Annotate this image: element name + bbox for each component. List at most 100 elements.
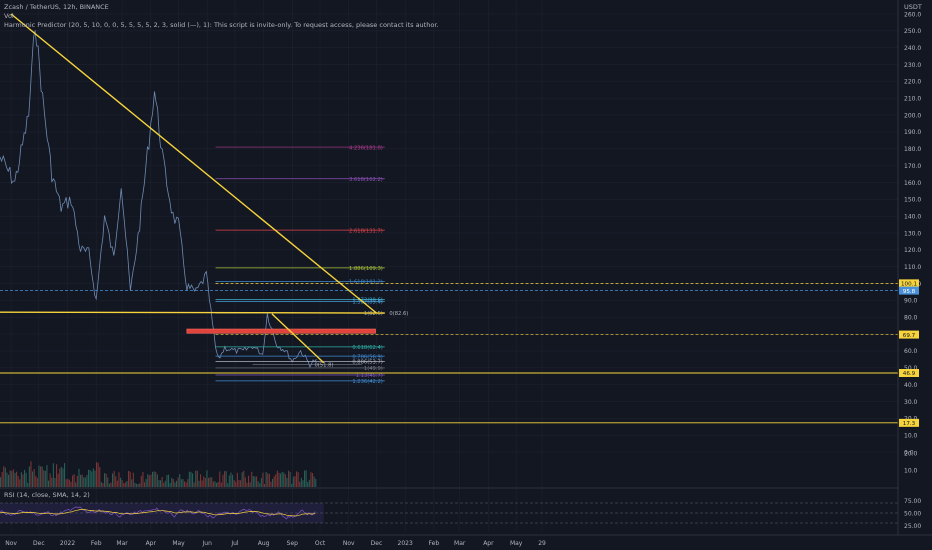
volume-bar <box>216 482 218 487</box>
volume-bars <box>0 461 317 487</box>
rsi-pane <box>0 502 898 524</box>
harmonic-level-label: 1.272(90.6) <box>352 298 382 304</box>
volume-bar <box>140 475 142 487</box>
volume-bar <box>33 469 35 487</box>
price-series <box>0 30 317 369</box>
volume-bar <box>51 477 53 487</box>
volume-bar <box>30 461 32 487</box>
volume-bar <box>300 477 302 487</box>
volume-bar <box>217 482 219 487</box>
volume-bar <box>312 473 314 487</box>
x-tick-label: Oct <box>315 540 326 547</box>
volume-bar <box>52 463 54 487</box>
volume-bar <box>158 480 160 487</box>
volume-bar <box>241 472 243 487</box>
indicator-legend[interactable]: Harmonic Predictor (20, 5, 10, 0, 0, 5, … <box>4 21 439 29</box>
volume-bar <box>172 479 174 487</box>
y-tick-label: 40.0 <box>904 382 918 389</box>
harmonic-level-label: 1.382(89.4) <box>352 300 382 306</box>
volume-bar <box>195 470 197 487</box>
volume-bar <box>180 479 182 487</box>
volume-bar <box>67 478 69 487</box>
volume-bar <box>212 481 214 487</box>
harmonic-level-label: 1(82.5) <box>364 311 383 317</box>
volume-bar <box>163 482 165 487</box>
y-tick-label: 0.0 <box>904 449 914 456</box>
volume-bar <box>17 475 19 487</box>
volume-bar <box>310 472 312 487</box>
x-tick-label: Nov <box>343 540 355 547</box>
volume-bar <box>152 471 154 487</box>
volume-bar <box>220 482 222 487</box>
drawing-tools: 4.236(181.0) 3.618(162.2) 2.618(131.7) 1.88… <box>0 13 898 424</box>
x-tick-label: Sep <box>287 540 299 547</box>
volume-bar <box>139 483 141 487</box>
volume-bar <box>41 466 43 487</box>
volume-bar <box>116 480 118 487</box>
volume-bar <box>134 482 136 487</box>
volume-bar <box>260 478 262 487</box>
volume-bar <box>27 482 29 487</box>
volume-bar <box>115 476 117 487</box>
volume-bar <box>273 476 275 487</box>
volume-bar <box>3 466 5 487</box>
harmonic-level-label: 3.618(162.2) <box>349 177 383 183</box>
y-tick-label: 210.0 <box>904 96 921 103</box>
x-tick-label: May <box>172 540 185 547</box>
volume-bar <box>142 472 144 487</box>
volume-bar <box>9 470 11 487</box>
volume-bar <box>57 473 59 487</box>
harmonic-level-label: 1(49.9) <box>364 366 383 372</box>
volume-bar <box>222 474 224 487</box>
volume-bar <box>54 478 56 487</box>
volume-bar <box>38 465 40 487</box>
volume-bar <box>268 473 270 487</box>
price-badge <box>899 368 919 377</box>
price-badge <box>899 418 919 427</box>
volume-bar <box>240 480 242 487</box>
volume-bar <box>244 477 246 487</box>
volume-bar <box>275 474 277 487</box>
volume-tick-label: 10.0 <box>904 467 918 474</box>
price-badge-label: 100.1 <box>901 282 917 288</box>
volume-bar <box>80 474 82 487</box>
volume-bar <box>272 479 274 487</box>
volume-bar <box>132 472 134 487</box>
volume-bar <box>225 471 227 487</box>
volume-bar <box>164 480 166 487</box>
volume-bar <box>296 471 298 487</box>
y-tick-label: 80.0 <box>904 315 918 322</box>
price-badge-label: 46.9 <box>903 371 916 377</box>
y-tick-label: 140.0 <box>904 213 921 220</box>
y-tick-label: 180.0 <box>904 146 921 153</box>
volume-bar <box>20 472 22 487</box>
volume-bar <box>129 471 131 487</box>
y-tick-label: 170.0 <box>904 163 921 170</box>
rsi-legend[interactable]: RSI (14, close, SMA, 14, 2) <box>4 491 90 499</box>
volume-bar <box>204 478 206 487</box>
volume-bar <box>124 482 126 487</box>
volume-bar <box>256 476 258 487</box>
y-tick-label: 120.0 <box>904 247 921 254</box>
zero-level-label: 0(82.6) <box>389 311 408 317</box>
x-tick-label: Feb <box>429 540 440 547</box>
volume-bar <box>4 467 6 487</box>
volume-bar <box>60 466 62 487</box>
volume-bar <box>177 477 179 487</box>
volume-bar <box>128 470 130 487</box>
price-badge <box>899 279 919 288</box>
volume-tick-label: 20.0 <box>904 450 918 457</box>
volume-bar <box>97 462 99 487</box>
volume-bar <box>262 472 264 487</box>
volume-bar <box>251 471 253 487</box>
volume-bar <box>126 481 128 487</box>
volume-bar <box>228 475 230 487</box>
volume-bar <box>233 480 235 487</box>
volume-bar <box>206 470 208 487</box>
volume-bar <box>131 479 133 487</box>
rsi-tick-label: 50.00 <box>904 510 921 517</box>
volume-bar <box>92 468 94 487</box>
volume-bar <box>1 472 3 487</box>
